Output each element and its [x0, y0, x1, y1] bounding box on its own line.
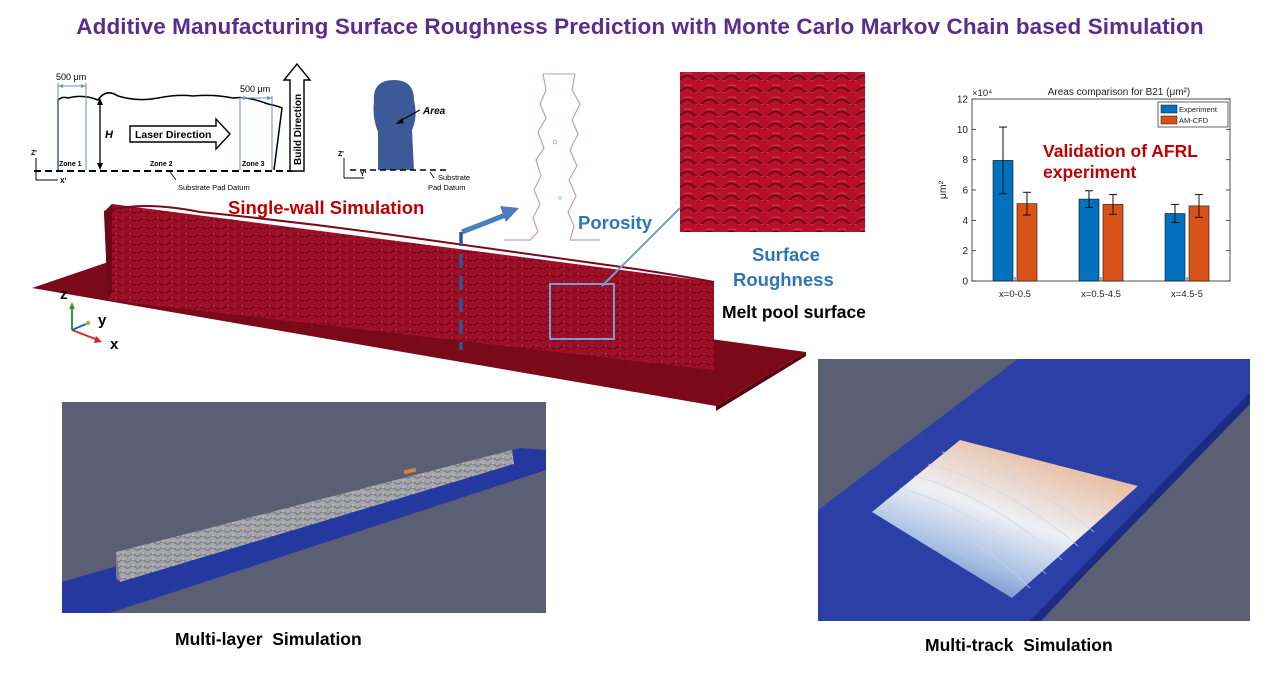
zone1-label: Zone 1	[59, 161, 82, 168]
validation-label-1: Validation of AFRL	[1043, 141, 1198, 161]
chart-title: Areas comparison for B21 (μm²)	[1048, 87, 1190, 98]
area-label: Area	[422, 106, 446, 117]
datum-label: Substrate Pad Datum	[178, 183, 250, 192]
roughness-zoom-box	[549, 283, 615, 340]
cross-section-schematic: Area Z' Y' Substrate Pad Datum	[338, 80, 470, 192]
y-tick-label: 10	[957, 125, 969, 136]
datum2-label-line1: Substrate	[438, 173, 470, 182]
multi-track-viewport	[818, 359, 1250, 621]
multi-track-label: Multi-track Simulation	[925, 635, 1113, 655]
axis-z-label: z	[60, 286, 68, 303]
single-wall-label: Single-wall Simulation	[228, 197, 425, 218]
legend-label: AM-CFD	[1179, 116, 1209, 125]
width-right-label: 500 μm	[240, 84, 270, 94]
legend-swatch	[1160, 115, 1178, 125]
zone2-label: Zone 2	[150, 161, 173, 168]
chart-exponent: ×10⁴	[972, 88, 992, 99]
y-tick-label: 4	[962, 216, 968, 227]
axis-y-label: y	[98, 312, 107, 329]
multi-layer-viewport	[62, 402, 546, 613]
chart-ylabel: μm²	[937, 180, 949, 199]
zone3-label: Zone 3	[242, 161, 265, 168]
porosity-arrow-head	[500, 206, 519, 222]
x-tick-label: x=4.5-5	[1171, 289, 1203, 300]
laser-direction-arrow	[129, 117, 231, 151]
melt-pool-label: Melt pool surface	[722, 302, 866, 322]
wall-schematic: 500 μm 500 μm H Laser Direction Build Di…	[31, 62, 312, 192]
z-axis2-label: Z'	[338, 151, 344, 158]
multi-layer-label: Multi-layer Simulation	[175, 629, 362, 649]
substrate-plate	[32, 258, 806, 406]
multi-track-part	[872, 440, 1138, 598]
laser-direction-label: Laser Direction	[135, 129, 211, 141]
build-direction-label: Build Direction	[293, 94, 304, 165]
height-label: H	[105, 129, 114, 141]
x-tick-label: x=0.5-4.5	[1081, 289, 1121, 300]
z-axis-label: Z'	[31, 150, 37, 157]
build-direction-arrow	[282, 62, 312, 172]
porosity-label: Porosity	[578, 212, 653, 233]
bar-experiment	[1078, 198, 1100, 282]
axis-x-label: x	[110, 336, 119, 353]
bar-am-cfd	[1102, 204, 1124, 282]
bar-experiment	[1164, 213, 1186, 282]
x-axis-label: X'	[60, 178, 67, 185]
multi-layer-part	[116, 450, 514, 582]
legend-swatch	[1160, 104, 1178, 114]
y-tick-label: 12	[957, 95, 969, 106]
y-tick-label: 0	[962, 277, 968, 288]
cross-section-blob	[373, 80, 416, 170]
legend-label: Experiment	[1179, 105, 1218, 114]
y-tick-label: 6	[962, 186, 968, 197]
validation-label-2: experiment	[1043, 162, 1137, 182]
surface-roughness-image	[680, 72, 865, 232]
y-tick-label: 2	[962, 246, 968, 257]
y-tick-label: 8	[962, 155, 968, 166]
area-comparison-chart: 0 2 4 6 8 10 12×10⁴ Areas comparison for B21 (μ…	[937, 87, 1231, 300]
x-tick-label: x=0-0.5	[999, 289, 1031, 300]
datum2-label-line2: Pad Datum	[428, 183, 466, 192]
wall-profile	[57, 92, 283, 171]
y-axis2-label: Y'	[360, 171, 367, 178]
width-left-label: 500 μm	[56, 72, 86, 82]
page-title: Additive Manufacturing Surface Roughness…	[76, 14, 1204, 39]
surface-roughness-label-1: Surface	[752, 244, 820, 265]
surface-roughness-label-2: Roughness	[733, 269, 834, 290]
